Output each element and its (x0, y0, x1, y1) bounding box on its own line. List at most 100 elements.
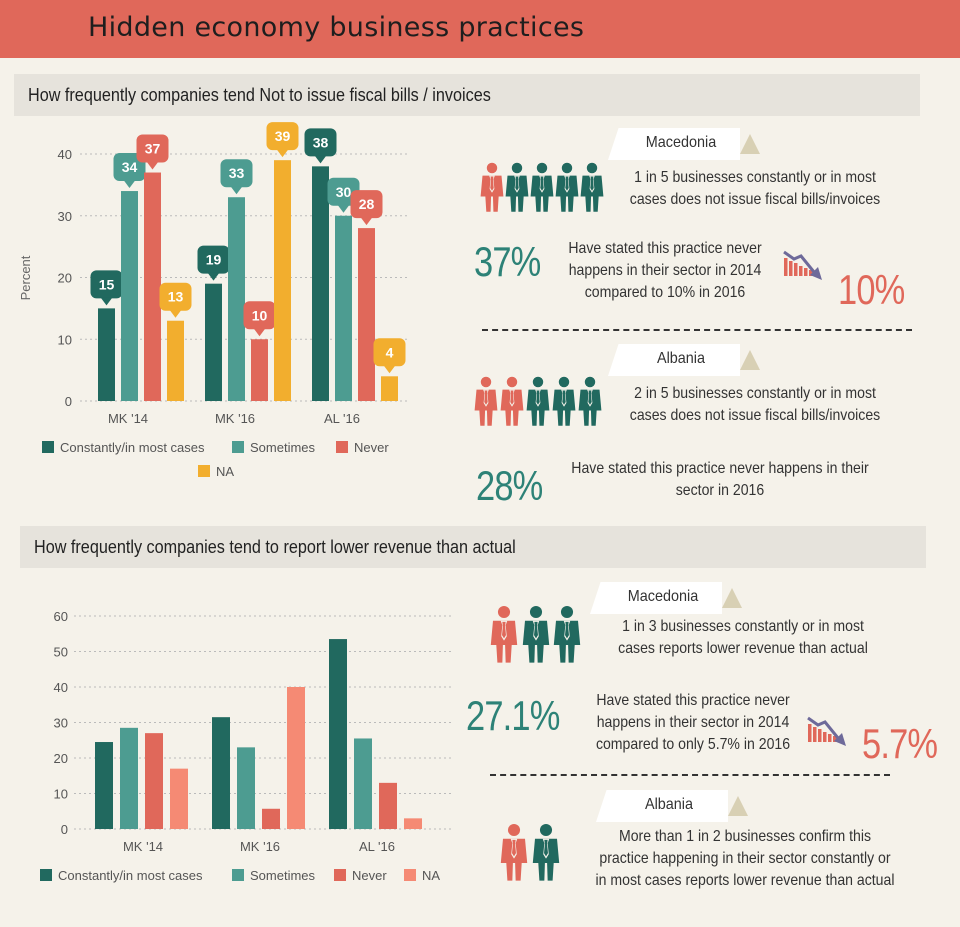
stat-line: Have stated this practice never happens … (571, 460, 869, 477)
legend-swatch (334, 869, 346, 881)
statement-line: 2 in 5 businesses constantly or in most (634, 385, 876, 402)
data-label: 19 (197, 245, 230, 281)
y-tick-label: 20 (54, 751, 68, 766)
bar (381, 376, 398, 401)
y-tick-label: 10 (58, 332, 72, 347)
data-label-pointer (337, 204, 350, 213)
bar (145, 733, 163, 829)
data-label-pointer (207, 272, 220, 281)
bar (251, 339, 268, 401)
bar (167, 320, 184, 401)
businessman-icon (552, 376, 576, 426)
person-tie (510, 390, 514, 405)
businessman-icon (522, 605, 550, 663)
businessman-icon (490, 605, 518, 663)
data-label-bubble (197, 245, 230, 274)
country-label: Albania (656, 350, 706, 367)
person-head (586, 162, 598, 174)
bar (379, 782, 397, 829)
trend-arrowhead (810, 267, 822, 280)
divider (482, 329, 912, 331)
person-body (490, 620, 518, 663)
trend-bar (784, 258, 788, 276)
bar (335, 215, 352, 401)
legend-swatch (42, 441, 54, 453)
legend-label: NA (216, 464, 234, 479)
data-label-pointer (276, 149, 289, 158)
person-head (560, 605, 574, 619)
mk-stat-after-1: 10% (838, 266, 905, 313)
person-tie (512, 839, 516, 857)
data-label-text: 15 (99, 276, 115, 292)
triangle-icon (740, 134, 760, 154)
mk-stat-big-1: 37% (474, 238, 541, 285)
bar (95, 742, 113, 829)
statement-line: 1 in 5 businesses constantly or in most (634, 169, 876, 186)
trend-bar (794, 263, 798, 276)
legend-swatch (336, 441, 348, 453)
x-tick-label: MK '14 (123, 839, 163, 854)
triangle-icon (728, 796, 748, 816)
person-head (506, 376, 518, 388)
person-tie (540, 176, 544, 191)
x-tick-label: MK '14 (108, 411, 148, 426)
person-tie (484, 390, 488, 405)
person-head (539, 823, 553, 837)
divider (490, 774, 890, 776)
y-tick-label: 30 (54, 716, 68, 731)
stat-line: compared to 10% in 2016 (584, 284, 746, 301)
title-bar: Hidden economy business practices (0, 0, 960, 58)
data-label: 4 (373, 338, 406, 374)
triangle-icon (740, 350, 760, 370)
data-label-text: 10 (252, 307, 268, 323)
person-head (486, 162, 498, 174)
statement-line: cases does not issue fiscal bills/invoic… (629, 191, 881, 208)
mk-stat-big-2: 27.1% (466, 692, 560, 739)
person-body (500, 838, 528, 881)
bar (212, 717, 230, 829)
person-body (500, 389, 524, 426)
y-tick-label: 0 (65, 394, 72, 409)
trend-line (807, 716, 840, 739)
person-body (578, 389, 602, 426)
person-tie (588, 390, 592, 405)
legend-swatch (40, 869, 52, 881)
data-label-text: 33 (229, 165, 245, 181)
person-head (584, 376, 596, 388)
bar (404, 818, 422, 829)
person-body (553, 620, 581, 663)
trend-bar (804, 268, 808, 276)
bar (329, 639, 347, 829)
businessman-icon (526, 376, 550, 426)
down-trend-icon (807, 716, 846, 746)
bar (312, 166, 329, 401)
trend-bar (809, 270, 813, 276)
data-label-bubble (159, 282, 192, 311)
page-title: Hidden economy business practices (88, 12, 585, 43)
mk-stat-text-1: Have stated this practice never happens … (537, 238, 792, 304)
legend-label: Constantly/in most cases (60, 440, 205, 455)
person-body (526, 389, 550, 426)
stat-line: happens in their sector in 2014 (568, 262, 762, 279)
businessman-icon (505, 162, 529, 212)
bar (170, 768, 188, 829)
trend-bar (799, 266, 803, 276)
bar (144, 172, 161, 401)
bar (205, 283, 222, 401)
person-tie (544, 839, 548, 857)
y-tick-label: 20 (58, 271, 72, 286)
country-label: Macedonia (645, 134, 717, 151)
bar (287, 687, 305, 829)
data-label-pointer (146, 161, 159, 170)
person-tie (590, 176, 594, 191)
bar (237, 747, 255, 829)
data-label-bubble (220, 159, 253, 188)
data-label-text: 19 (206, 252, 222, 268)
data-label: 13 (159, 282, 192, 318)
person-body (480, 175, 504, 212)
triangle-icon (722, 588, 742, 608)
person-body (552, 389, 576, 426)
person-tie (565, 176, 569, 191)
mk-stat-text-2: Have stated this practice never happens … (565, 690, 820, 756)
